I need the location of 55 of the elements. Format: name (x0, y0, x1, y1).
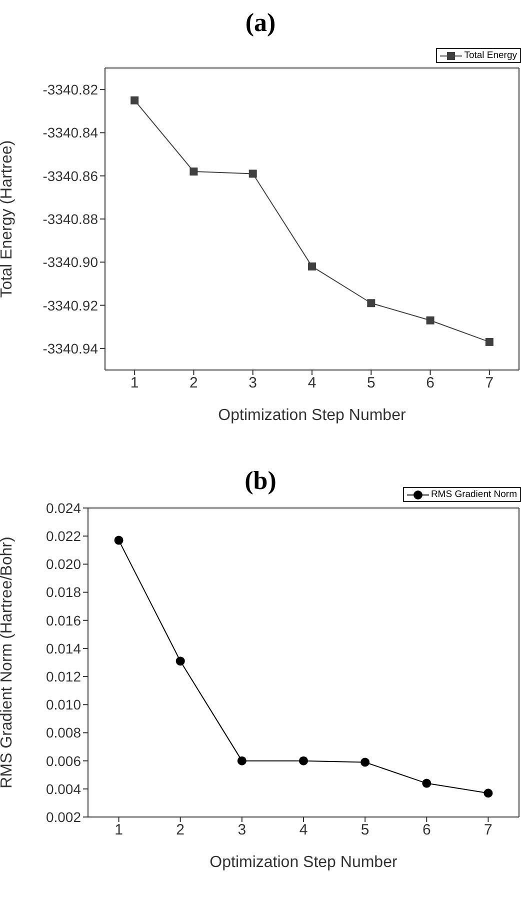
x-axis-title: Optimization Step Number (218, 407, 406, 424)
y-tick-label: 0.004 (46, 780, 82, 797)
x-tick-label: 7 (485, 374, 494, 392)
x-tick-label: 4 (299, 822, 308, 839)
point (299, 756, 308, 766)
chart-title: (b) (244, 466, 276, 495)
y-tick-label: -3340.92 (42, 297, 98, 314)
x-tick-label: 3 (248, 374, 258, 392)
chart-title: (a) (244, 7, 277, 39)
y-tick-label: 0.020 (46, 556, 82, 572)
y-tick-label: -3340.94 (42, 340, 98, 356)
x-tick-label: 2 (176, 822, 185, 839)
x-tick-label: 4 (308, 374, 316, 392)
point (176, 656, 185, 666)
y-tick-label: 0.024 (46, 500, 82, 516)
y-tick-label: 0.014 (46, 640, 82, 656)
point (485, 338, 494, 346)
y-tick-label: 0.012 (46, 668, 82, 685)
y-tick-label: -3340.82 (42, 82, 98, 98)
y-tick-label: 0.010 (46, 696, 82, 713)
x-tick-label: 5 (366, 374, 376, 392)
point (130, 96, 139, 104)
y-tick-label: -3340.86 (42, 168, 98, 184)
y-tick-label: 0.002 (46, 808, 82, 825)
point (426, 316, 434, 324)
point (248, 170, 257, 178)
y-tick-label: -3340.84 (42, 124, 98, 141)
y-tick-label: 0.006 (46, 752, 82, 769)
legend-label: Total Energy (464, 50, 517, 61)
point (237, 756, 246, 766)
y-axis-title: Total Energy (Hartree) (0, 140, 16, 298)
point (114, 536, 124, 545)
y-tick-label: 0.022 (46, 528, 82, 544)
y-tick-label: 0.018 (46, 584, 82, 600)
x-tick-label: 5 (360, 822, 370, 839)
x-tick-label: 1 (114, 822, 123, 839)
point (367, 299, 376, 308)
point (484, 788, 493, 798)
point (422, 778, 432, 788)
x-tick-label: 7 (484, 822, 492, 839)
x-tick-label: 2 (190, 374, 198, 392)
y-tick-label: 0.008 (46, 724, 82, 741)
x-tick-label: 6 (422, 822, 431, 839)
y-tick-label: -3340.88 (42, 210, 98, 227)
x-tick-label: 3 (238, 822, 246, 839)
y-tick-label: 0.016 (46, 612, 82, 628)
point (308, 262, 316, 270)
legend-label: RMS Gradient Norm (430, 489, 517, 500)
y-tick-label: -3340.90 (42, 254, 98, 270)
point (190, 168, 198, 176)
x-axis-title: Optimization Step Number (210, 854, 398, 871)
x-tick-label: 1 (130, 374, 139, 392)
point (360, 758, 370, 767)
x-tick-label: 6 (426, 374, 434, 392)
y-axis-title: RMS Gradient Norm (Hartree/Bohr) (0, 536, 16, 788)
